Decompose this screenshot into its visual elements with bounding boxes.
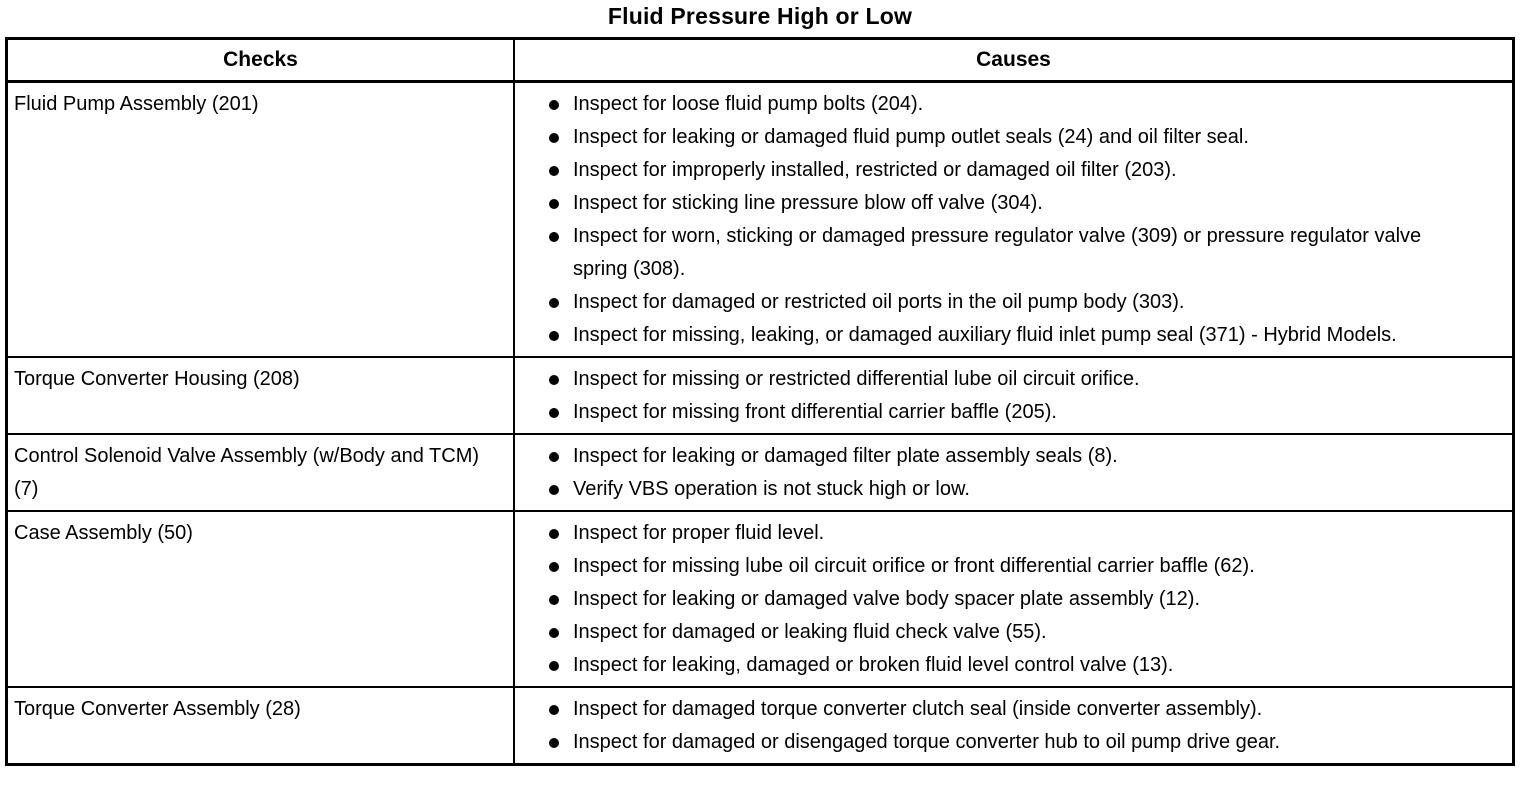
bullet-icon <box>549 738 559 748</box>
bullet-icon <box>549 232 559 242</box>
cause-item: Inspect for missing, leaking, or damaged… <box>523 319 1504 352</box>
column-header-checks: Checks <box>5 37 515 83</box>
bullet-icon <box>549 529 559 539</box>
cause-text: Inspect for leaking or damaged valve bod… <box>573 588 1201 610</box>
causes-list: Inspect for damaged torque converter clu… <box>523 693 1504 759</box>
bullet-icon <box>549 485 559 495</box>
cause-text: Verify VBS operation is not stuck high o… <box>573 478 970 500</box>
bullet-icon <box>549 166 559 176</box>
causes-cell: Inspect for loose fluid pump bolts (204)… <box>513 80 1515 358</box>
cause-text: Inspect for missing or restricted differ… <box>573 368 1140 390</box>
cause-text: Inspect for worn, sticking or damaged pr… <box>573 225 1422 280</box>
causes-cell: Inspect for missing or restricted differ… <box>513 356 1515 435</box>
cause-item: Inspect for missing lube oil circuit ori… <box>523 550 1504 583</box>
check-cell: Torque Converter Housing (208) <box>5 356 515 435</box>
bullet-icon <box>549 452 559 462</box>
cause-item: Inspect for loose fluid pump bolts (204)… <box>523 88 1504 121</box>
table-row: Control Solenoid Valve Assembly (w/Body … <box>5 433 1515 512</box>
check-cell: Fluid Pump Assembly (201) <box>5 80 515 358</box>
table-row: Torque Converter Assembly (28) Inspect fo… <box>5 686 1515 766</box>
cause-text: Inspect for sticking line pressure blow … <box>573 192 1043 214</box>
check-cell: Case Assembly (50) <box>5 510 515 688</box>
cause-item: Inspect for leaking, damaged or broken f… <box>523 649 1504 682</box>
check-cell: Torque Converter Assembly (28) <box>5 686 515 766</box>
bullet-icon <box>549 199 559 209</box>
bullet-icon <box>549 133 559 143</box>
cause-text: Inspect for missing front differential c… <box>573 401 1057 423</box>
bullet-icon <box>549 375 559 385</box>
cause-item: Inspect for proper fluid level. <box>523 517 1504 550</box>
cause-text: Inspect for damaged or leaking fluid che… <box>573 621 1047 643</box>
causes-list: Inspect for missing or restricted differ… <box>523 363 1504 429</box>
cause-item: Inspect for sticking line pressure blow … <box>523 187 1504 220</box>
cause-item: Inspect for damaged or disengaged torque… <box>523 726 1504 759</box>
cause-item: Inspect for damaged or leaking fluid che… <box>523 616 1504 649</box>
cause-item: Inspect for leaking or damaged filter pl… <box>523 440 1504 473</box>
cause-text: Inspect for improperly installed, restri… <box>573 159 1177 181</box>
cause-item: Inspect for damaged or restricted oil po… <box>523 286 1504 319</box>
cause-text: Inspect for missing lube oil circuit ori… <box>573 555 1255 577</box>
bullet-icon <box>549 705 559 715</box>
cause-text: Inspect for damaged or restricted oil po… <box>573 291 1185 313</box>
cause-text: Inspect for leaking, damaged or broken f… <box>573 654 1174 676</box>
causes-cell: Inspect for proper fluid level. Inspect f… <box>513 510 1515 688</box>
bullet-icon <box>549 331 559 341</box>
cause-item: Verify VBS operation is not stuck high o… <box>523 473 1504 506</box>
fluid-pressure-table: Checks Causes Fluid Pump Assembly (201) I… <box>5 37 1515 766</box>
table-row: Case Assembly (50) Inspect for proper flu… <box>5 510 1515 688</box>
cause-text: Inspect for leaking or damaged fluid pum… <box>573 126 1249 148</box>
table-body: Fluid Pump Assembly (201) Inspect for loo… <box>5 80 1515 766</box>
cause-item: Inspect for leaking or damaged fluid pum… <box>523 121 1504 154</box>
cause-text: Inspect for loose fluid pump bolts (204)… <box>573 93 924 115</box>
bullet-icon <box>549 628 559 638</box>
cause-text: Inspect for damaged torque converter clu… <box>573 698 1263 720</box>
causes-list: Inspect for leaking or damaged filter pl… <box>523 440 1504 506</box>
cause-text: Inspect for damaged or disengaged torque… <box>573 731 1281 753</box>
cause-text: Inspect for missing, leaking, or damaged… <box>573 324 1397 346</box>
page-title: Fluid Pressure High or Low <box>607 3 913 29</box>
cause-text: Inspect for proper fluid level. <box>573 522 825 544</box>
cause-item: Inspect for worn, sticking or damaged pr… <box>523 220 1504 286</box>
bullet-icon <box>549 298 559 308</box>
header-row: Checks Causes <box>5 37 1515 83</box>
causes-list: Inspect for proper fluid level. Inspect f… <box>523 517 1504 682</box>
cause-item: Inspect for missing or restricted differ… <box>523 363 1504 396</box>
cause-item: Inspect for damaged torque converter clu… <box>523 693 1504 726</box>
bullet-icon <box>549 661 559 671</box>
bullet-icon <box>549 100 559 110</box>
causes-cell: Inspect for damaged torque converter clu… <box>513 686 1515 766</box>
column-header-causes: Causes <box>513 37 1515 83</box>
bullet-icon <box>549 562 559 572</box>
cause-item: Inspect for leaking or damaged valve bod… <box>523 583 1504 616</box>
bullet-icon <box>549 408 559 418</box>
cause-item: Inspect for improperly installed, restri… <box>523 154 1504 187</box>
causes-list: Inspect for loose fluid pump bolts (204)… <box>523 88 1504 352</box>
check-cell: Control Solenoid Valve Assembly (w/Body … <box>5 433 515 512</box>
table-row: Fluid Pump Assembly (201) Inspect for loo… <box>5 80 1515 358</box>
bullet-icon <box>549 595 559 605</box>
causes-cell: Inspect for leaking or damaged filter pl… <box>513 433 1515 512</box>
table-row: Torque Converter Housing (208) Inspect fo… <box>5 356 1515 435</box>
cause-item: Inspect for missing front differential c… <box>523 396 1504 429</box>
cause-text: Inspect for leaking or damaged filter pl… <box>573 445 1118 467</box>
